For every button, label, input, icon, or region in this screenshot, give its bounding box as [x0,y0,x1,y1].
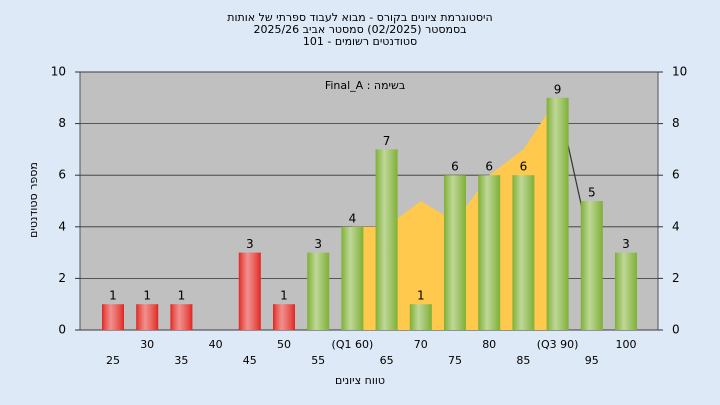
annotation: בשימה : Final_A [325,79,405,92]
bar [341,226,364,330]
y2-tick-label: 10 [672,65,687,79]
bar [238,252,261,330]
chart-subtitle: בסמסטר (02/2025) סמסטר אביב 2025/26 [253,23,466,36]
x-axis-label: טווח ציונים [335,374,385,387]
bar [409,304,432,330]
y2-tick-label: 8 [672,116,680,130]
bar [580,201,603,330]
value-label: 1 [143,289,151,303]
bar [273,304,295,330]
bar [170,304,193,330]
y-tick-label: 6 [58,168,66,182]
x-tick-label: 70 [414,338,428,351]
chart-subtitle: סטודנטים רשומים - 101 [303,35,417,48]
value-label: 6 [451,160,459,174]
x-tick-label: 100 [616,338,637,351]
y2-tick-label: 4 [672,219,680,233]
value-label: 5 [588,186,596,200]
value-label: 6 [520,160,528,174]
value-label: 9 [554,82,562,96]
x-tick-label: 50 [277,338,291,351]
x-tick-label: 35 [174,354,188,367]
value-label: 7 [383,134,391,148]
y-tick-label: 10 [51,65,66,79]
y-tick-label: 0 [58,323,66,337]
x-tick-label: 25 [106,354,120,367]
bar [512,175,535,330]
x-tick-label: 80 [482,338,496,351]
y-tick-label: 8 [58,116,66,130]
bar [546,97,569,330]
value-label: 6 [485,160,493,174]
bar [307,252,330,330]
y-axis-label: מספר סטודנטים [27,162,40,238]
x-tick-label: 65 [380,354,394,367]
y2-tick-label: 2 [672,271,680,285]
value-label: 1 [178,289,186,303]
x-tick-label: 45 [243,354,257,367]
x-tick-label: 85 [516,354,530,367]
area [352,97,558,330]
bar [615,252,637,330]
x-tick-label: 55 [311,354,325,367]
x-tick-label: (Q3 90) [537,338,579,351]
bar [102,304,124,330]
y-tick-label: 2 [58,271,66,285]
value-label: 4 [349,211,357,225]
value-label: 1 [109,289,117,303]
y2-tick-label: 0 [672,323,680,337]
x-tick-label: 30 [140,338,154,351]
bar [478,175,501,330]
value-label: 3 [314,237,322,251]
bar [136,304,159,330]
y-tick-label: 4 [58,219,66,233]
bar [444,175,466,330]
x-tick-label: 75 [448,354,462,367]
value-label: 1 [280,289,288,303]
value-label: 3 [246,237,254,251]
value-label: 3 [622,237,630,251]
x-tick-label: (Q1 60) [332,338,374,351]
bar [375,149,398,330]
x-tick-label: 95 [585,354,599,367]
y2-tick-label: 6 [672,168,680,182]
value-label: 1 [417,289,425,303]
chart-title: היסטוגרמת ציונים בקורס - מבוא לעבוד ספרת… [227,11,492,24]
x-tick-label: 40 [209,338,223,351]
